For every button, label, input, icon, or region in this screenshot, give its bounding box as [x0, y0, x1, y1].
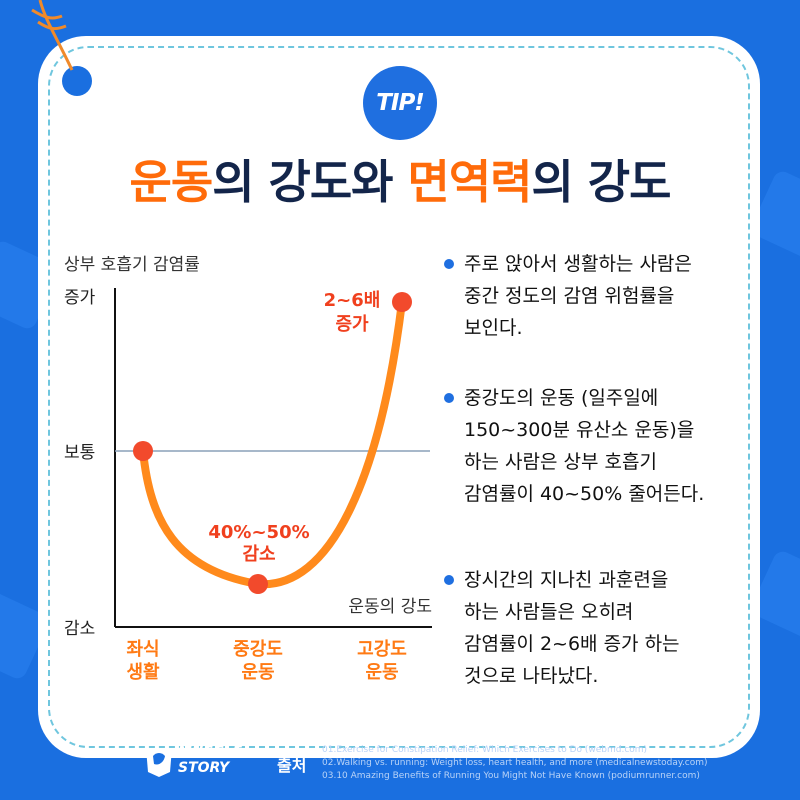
reference-item: 01.Exercise for Constipation Relief: Whi…	[322, 745, 648, 755]
title-immunity: 면역력	[407, 155, 533, 209]
bullet-item: 중강도의 운동 (일주일에 150~300분 유산소 운동)을 하는 사람은 상…	[444, 382, 764, 510]
y-tick-label: 보통	[64, 443, 95, 463]
x-category-label: 고강도	[357, 639, 407, 660]
x-category-label: 운동	[241, 662, 274, 683]
annotation-moderate: 감소	[242, 544, 275, 565]
annotation-moderate: 40%~50%	[208, 522, 309, 543]
tip-badge: TIP!	[363, 66, 437, 140]
title-exercise: 운동	[129, 155, 214, 209]
data-point	[248, 574, 268, 594]
bullet-text: 주로 앉아서 생활하는 사람은 중간 정도의 감염 위험률을 보인다.	[464, 253, 692, 339]
bullet-dot-icon	[444, 259, 454, 269]
tip-card	[38, 36, 760, 758]
logo-line: MUSCLE	[178, 744, 243, 760]
reference-list: 01.Exercise for Constipation Relief: Whi…	[322, 744, 708, 783]
infection-curve	[139, 298, 406, 589]
y-tick-label: 증가	[64, 288, 96, 308]
x-category-label: 운동	[365, 662, 398, 683]
bullet-text: 중강도의 운동 (일주일에 150~300분 유산소 운동)을 하는 사람은 상…	[464, 387, 705, 505]
data-point	[392, 292, 412, 312]
page-title: 운동의 강도와 면역력의 강도	[0, 146, 800, 212]
source-label: 출처	[277, 756, 307, 775]
card-dashed-border	[48, 46, 750, 748]
y-tick-label: 감소	[64, 619, 95, 639]
footer: MUSCLE STORY 출처 01.Exercise for Constipa…	[0, 736, 800, 800]
bullet-item: 장시간의 지나친 과훈련을 하는 사람들은 오히려 감염률이 2~6배 증가 하…	[444, 564, 764, 692]
reference-item: 02.Walking vs. running: Weight loss, hea…	[322, 758, 708, 768]
tag-string-icon	[31, 0, 74, 71]
data-point	[133, 441, 153, 461]
y-axis-label: 상부 호흡기 감염률	[64, 255, 200, 275]
x-category-label: 생활	[126, 662, 160, 683]
bullet-text: 장시간의 지나친 과훈련을 하는 사람들은 오히려 감염률이 2~6배 증가 하…	[464, 569, 680, 687]
title-mid: 의 강도와	[212, 155, 408, 209]
bullet-item: 주로 앉아서 생활하는 사람은 중간 정도의 감염 위험률을 보인다.	[444, 248, 764, 344]
annotation-high: 증가	[335, 314, 369, 335]
title-end: 의 강도	[531, 155, 671, 209]
bullet-dot-icon	[444, 393, 454, 403]
x-axis-label: 운동의 강도	[348, 597, 432, 617]
bullet-dot-icon	[444, 575, 454, 585]
muscle-story-logo-icon	[146, 748, 172, 777]
tag-hole	[62, 66, 92, 96]
annotation-high: 2~6배	[324, 290, 381, 311]
logo-line: STORY	[178, 760, 230, 776]
reference-item: 03.10 Amazing Benefits of Running You Mi…	[322, 771, 700, 781]
x-category-label: 좌식	[126, 639, 159, 660]
logo-text: MUSCLE STORY	[178, 744, 242, 776]
x-category-label: 중강도	[233, 639, 283, 660]
